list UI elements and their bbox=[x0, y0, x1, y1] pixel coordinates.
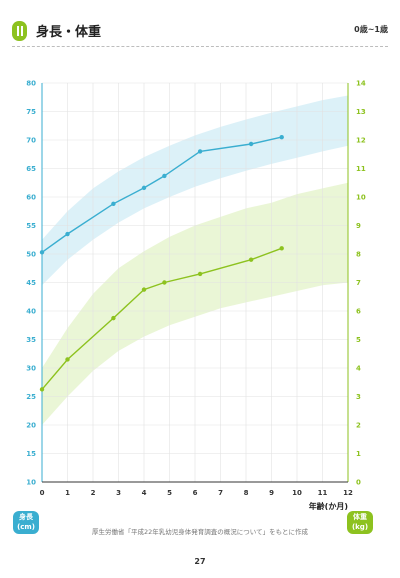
age-range-label: 0歳~1歳 bbox=[354, 25, 388, 34]
right-tick-label: 7 bbox=[356, 279, 361, 287]
series-1-point bbox=[162, 173, 167, 179]
series-2-point bbox=[162, 280, 167, 285]
left-tick-label: 15 bbox=[26, 450, 36, 458]
series-2-point bbox=[111, 315, 116, 321]
series-1-point bbox=[279, 134, 284, 140]
header-divider bbox=[12, 46, 388, 47]
series-1-point bbox=[65, 231, 70, 237]
x-tick-label: 9 bbox=[269, 489, 274, 497]
right-tick-label: 3 bbox=[356, 393, 361, 401]
x-tick-label: 5 bbox=[167, 489, 172, 497]
series-2-line bbox=[41, 247, 282, 390]
left-tick-label: 75 bbox=[26, 108, 36, 116]
left-axis-unit-badge: 身長 (cm) bbox=[13, 511, 39, 534]
right-tick-label: 11 bbox=[356, 165, 366, 173]
page-header: 身長・体重 0歳~1歳 bbox=[12, 18, 388, 46]
right-tick-label: 14 bbox=[356, 80, 366, 88]
x-tick-label: 7 bbox=[218, 489, 223, 497]
x-tick-label: 8 bbox=[244, 489, 249, 497]
left-tick-label: 60 bbox=[26, 194, 36, 202]
right-tick-label: 0 bbox=[356, 479, 361, 487]
series-2-point bbox=[39, 387, 45, 392]
source-note: 厚生労働省「平成22年乳幼児身体発育調査の概況について」をもとに作成 bbox=[92, 528, 308, 536]
right-tick-label: 9 bbox=[356, 222, 361, 230]
right-tick-label: 12 bbox=[356, 137, 366, 145]
series-1-point bbox=[111, 201, 116, 207]
left-tick-label: 20 bbox=[26, 422, 36, 430]
left-tick-label: 55 bbox=[26, 222, 36, 230]
left-tick-label: 25 bbox=[26, 393, 36, 401]
x-tick-label: 12 bbox=[343, 489, 353, 497]
right-tick-label: 8 bbox=[356, 251, 361, 259]
right-axis-unit-line1: 体重 bbox=[353, 513, 367, 521]
left-axis-unit-line2: (cm) bbox=[17, 523, 35, 531]
right-tick-label: 13 bbox=[356, 108, 366, 116]
series-1-line bbox=[41, 136, 282, 253]
section-badge-icon bbox=[12, 21, 27, 41]
series-2-point bbox=[279, 246, 284, 251]
right-axis-unit-line2: (kg) bbox=[351, 523, 369, 531]
page-title: 身長・体重 bbox=[36, 25, 102, 40]
x-tick-label: 10 bbox=[292, 489, 302, 497]
page-number: 27 bbox=[194, 557, 206, 566]
x-axis-title: 年齢(か月) bbox=[309, 501, 348, 510]
right-tick-label: 4 bbox=[356, 365, 361, 373]
right-tick-label: 10 bbox=[356, 194, 366, 202]
x-tick-label: 11 bbox=[318, 489, 328, 497]
x-tick-label: 4 bbox=[142, 489, 147, 497]
right-tick-label: 5 bbox=[356, 336, 361, 344]
series-2-point bbox=[65, 357, 70, 362]
right-axis-unit-badge: 体重 (kg) bbox=[347, 511, 373, 534]
x-tick-label: 0 bbox=[40, 489, 45, 497]
left-tick-label: 40 bbox=[26, 308, 36, 316]
x-tick-label: 1 bbox=[65, 489, 70, 497]
series-2-point bbox=[248, 257, 254, 262]
series-1-point bbox=[39, 250, 45, 255]
left-tick-label: 45 bbox=[26, 279, 36, 287]
left-tick-label: 30 bbox=[26, 365, 36, 373]
x-tick-label: 3 bbox=[116, 489, 121, 497]
right-tick-label: 6 bbox=[356, 308, 361, 316]
growth-chart: 1015202530354045505560657075800123456789… bbox=[26, 80, 366, 511]
x-tick-label: 2 bbox=[91, 489, 96, 497]
left-tick-label: 50 bbox=[26, 251, 36, 259]
left-tick-label: 35 bbox=[26, 336, 36, 344]
left-tick-label: 70 bbox=[26, 137, 36, 145]
right-tick-label: 1 bbox=[356, 450, 361, 458]
series-1-point bbox=[248, 141, 254, 147]
left-tick-label: 10 bbox=[26, 479, 36, 487]
left-tick-label: 80 bbox=[26, 80, 36, 88]
series-1-point bbox=[197, 149, 203, 154]
left-axis-unit-line1: 身長 bbox=[19, 513, 33, 521]
right-tick-label: 2 bbox=[356, 422, 361, 430]
series-2-point bbox=[141, 287, 147, 292]
series-2-point bbox=[197, 271, 203, 277]
series-1-point bbox=[141, 185, 147, 191]
x-tick-label: 6 bbox=[193, 489, 198, 497]
left-tick-label: 65 bbox=[26, 165, 36, 173]
